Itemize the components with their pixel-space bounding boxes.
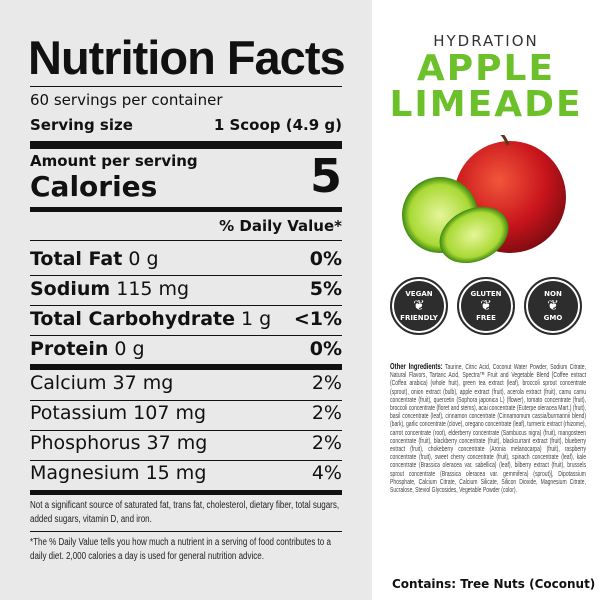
divider: [30, 86, 342, 87]
divider: [30, 430, 342, 431]
mineral-row: Calcium 37 mg 2%: [30, 372, 342, 394]
mineral-label: Potassium 107 mg: [30, 402, 207, 424]
badge-gluten: GLUTEN ❦ FREE: [457, 277, 515, 335]
nutrient-dv: 0%: [309, 338, 342, 360]
thick-divider: [30, 490, 342, 495]
leaf-icon: ❦: [413, 298, 425, 314]
serving-size-label: Serving size: [30, 116, 133, 134]
divider: [30, 400, 342, 401]
mineral-row: Magnesium 15 mg 4%: [30, 462, 342, 484]
nutrient-name: Protein: [30, 338, 109, 360]
mineral-dv: 2%: [311, 402, 342, 424]
badge-top-text: VEGAN: [405, 290, 433, 298]
nutrient-amount: 115 mg: [116, 278, 190, 300]
thick-divider: [30, 141, 342, 149]
nutrient-dv: <1%: [293, 308, 342, 330]
nutrient-name: Total Carbohydrate: [30, 308, 235, 330]
nutrient-amount: 0 g: [128, 248, 159, 270]
ingredients-text: Other Ingredients: Taurine, Citric Acid,…: [390, 362, 586, 494]
calories-label: Calories: [30, 170, 158, 203]
ingredients-label: Other Ingredients:: [390, 361, 443, 371]
product-panel: HYDRATION APPLE LIMEADE VEGAN ❦ FRIENDLY GL…: [372, 0, 600, 600]
serving-size-value: 1 Scoop (4.9 g): [213, 116, 342, 134]
ingredients-list: Taurine, Citric Acid, Coconut Water Powd…: [390, 362, 586, 495]
divider: [30, 460, 342, 461]
servings-per-container: 60 servings per container: [30, 91, 223, 109]
daily-value-footnote: *The % Daily Value tells you how much a …: [30, 537, 331, 562]
badge-top-text: GLUTEN: [470, 290, 502, 298]
product-line: HYDRATION: [433, 32, 539, 50]
badge-bottom-text: FRIENDLY: [400, 314, 438, 322]
nutrient-row: Total Fat 0 g 0%: [30, 248, 342, 270]
mineral-label: Magnesium 15 mg: [30, 462, 207, 484]
nutrient-row: Sodium 115 mg 5%: [30, 278, 342, 300]
mineral-dv: 2%: [311, 432, 342, 454]
serving-size-row: Serving size 1 Scoop (4.9 g): [30, 116, 342, 134]
daily-value-header: % Daily Value*: [219, 217, 342, 235]
apple-lime-image: [402, 135, 566, 264]
leaf-icon: ❦: [547, 298, 559, 314]
divider: [30, 335, 342, 336]
product-name-2: LIMEADE: [389, 84, 583, 125]
thick-divider: [30, 207, 342, 212]
divider: [30, 531, 342, 532]
mineral-row: Potassium 107 mg 2%: [30, 402, 342, 424]
divider: [30, 275, 342, 276]
mineral-dv: 2%: [311, 372, 342, 394]
mineral-label: Phosphorus 37 mg: [30, 432, 208, 454]
badge-bottom-text: GMO: [543, 314, 563, 322]
calories-value: 5: [309, 149, 342, 203]
mineral-label: Calcium 37 mg: [30, 372, 174, 394]
divider: [30, 305, 342, 306]
nutrient-name: Sodium: [30, 278, 111, 300]
mineral-row: Phosphorus 37 mg 2%: [30, 432, 342, 454]
mineral-dv: 4%: [311, 462, 342, 484]
nutrient-name: Total Fat: [30, 248, 123, 270]
product-name-1: APPLE: [416, 48, 556, 89]
badge-non: NON ❦ GMO: [524, 277, 582, 335]
nutrient-row: Protein 0 g 0%: [30, 338, 342, 360]
badge-vegan: VEGAN ❦ FRIENDLY: [390, 277, 448, 335]
nutrition-facts-panel: Nutrition Facts 60 servings per containe…: [0, 0, 372, 600]
thick-divider: [30, 364, 342, 370]
nutrition-title: Nutrition Facts: [28, 31, 346, 84]
nutrient-row: Total Carbohydrate 1 g <1%: [30, 308, 342, 330]
nutrient-amount: 0 g: [114, 338, 145, 360]
badge-top-text: NON: [544, 290, 562, 298]
nutrient-dv: 5%: [309, 278, 342, 300]
nutrient-dv: 0%: [309, 248, 342, 270]
not-significant-note: Not a significant source of saturated fa…: [30, 500, 340, 525]
divider: [30, 240, 342, 241]
amount-per-serving: Amount per serving: [30, 152, 198, 170]
badge-bottom-text: FREE: [476, 314, 496, 322]
nutrient-amount: 1 g: [241, 308, 272, 330]
allergen-statement: Contains: Tree Nuts (Coconut): [392, 577, 596, 591]
leaf-icon: ❦: [480, 298, 492, 314]
